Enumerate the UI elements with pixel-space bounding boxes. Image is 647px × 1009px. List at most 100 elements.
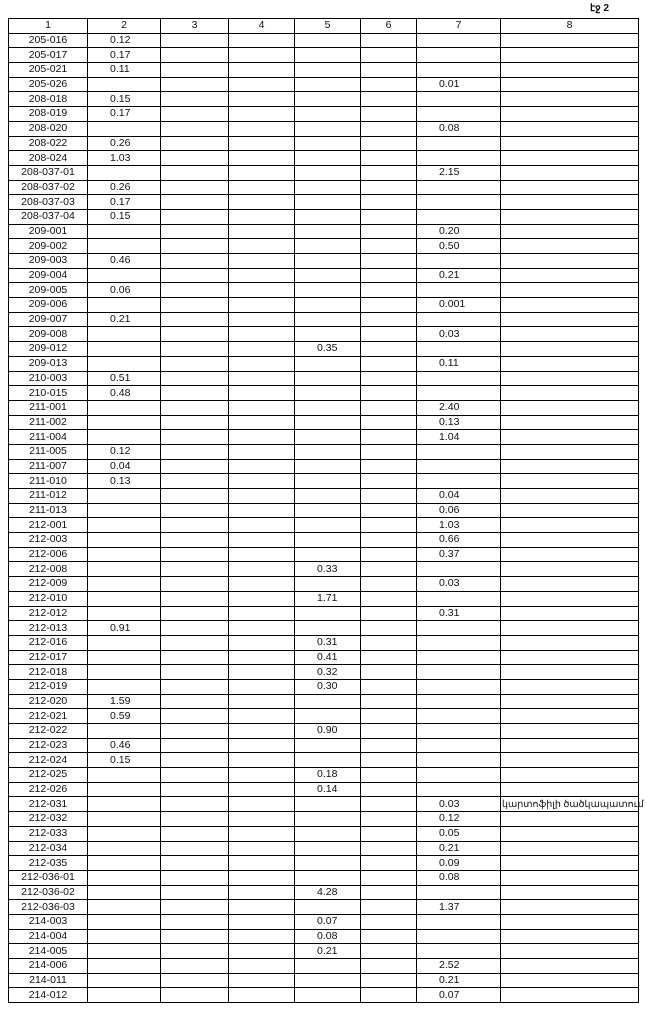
table-cell — [228, 664, 295, 680]
table-cell: 0.21 — [416, 972, 501, 989]
table-cell — [294, 135, 361, 152]
table-cell — [416, 91, 501, 108]
table-cell — [160, 678, 229, 695]
table-cell — [360, 223, 417, 240]
table-cell — [500, 164, 639, 181]
table-cell — [294, 855, 361, 871]
table-cell: 0.05 — [416, 825, 501, 842]
table-cell — [160, 796, 229, 813]
table-cell — [500, 443, 639, 460]
table-cell: 1.37 — [416, 899, 501, 915]
table-cell — [160, 91, 229, 108]
table-cell — [87, 987, 161, 1004]
table-cell — [294, 840, 361, 857]
table-cell — [500, 488, 639, 504]
table-cell — [500, 282, 639, 299]
table-cell: 212-024 — [8, 752, 88, 769]
table-cell — [228, 634, 295, 651]
table-row: 209-003 0.46 — [8, 253, 639, 269]
table-cell — [416, 311, 501, 328]
table-row: 212-003 0.66 — [8, 532, 639, 548]
table-cell — [294, 120, 361, 137]
table-cell — [87, 958, 161, 974]
table-cell — [294, 150, 361, 166]
table-cell — [360, 723, 417, 739]
table-cell — [294, 106, 361, 122]
table-cell — [360, 502, 417, 519]
table-cell: 0.26 — [87, 135, 161, 152]
table-cell — [160, 223, 229, 240]
table-cell — [228, 32, 295, 49]
table-cell — [294, 811, 361, 827]
table-cell: 0.32 — [294, 664, 361, 680]
table-cell — [228, 458, 295, 475]
table-cell: 0.04 — [416, 488, 501, 504]
table-cell: 2.52 — [416, 958, 501, 974]
table-cell: 0.59 — [87, 708, 161, 724]
table-cell — [228, 443, 295, 460]
table-cell — [87, 561, 161, 578]
table-cell — [500, 958, 639, 974]
table-cell — [500, 987, 639, 1004]
table-row: 208-018 0.15 — [8, 91, 639, 108]
table-cell — [160, 752, 229, 769]
table-cell — [500, 855, 639, 871]
table-cell — [360, 532, 417, 548]
table-cell — [160, 341, 229, 357]
table-cell: 212-031 — [8, 796, 88, 813]
table-cell: 0.04 — [87, 458, 161, 475]
table-cell — [160, 297, 229, 313]
table-cell — [360, 429, 417, 445]
table-cell — [160, 913, 229, 930]
table-row: 212-036-02 4.28 — [8, 884, 639, 901]
table-cell — [294, 796, 361, 813]
table-row: 212-031 0.03 կարտոֆիլի ծածկապատում — [8, 796, 644, 813]
table-cell — [228, 781, 295, 798]
table-row: 212-032 0.12 — [8, 811, 639, 827]
table-cell — [294, 91, 361, 108]
table-cell — [87, 899, 161, 915]
table-cell — [87, 297, 161, 313]
table-cell: 209-002 — [8, 238, 88, 254]
table-cell — [360, 590, 417, 607]
table-cell — [294, 385, 361, 401]
table-cell — [360, 311, 417, 328]
table-cell — [500, 62, 639, 78]
table-cell — [160, 106, 229, 122]
table-cell: 208-037-04 — [8, 208, 88, 225]
table-row: 205-016 0.12 — [8, 32, 639, 49]
table-cell — [160, 208, 229, 225]
header-cell: 3 — [160, 18, 229, 34]
table-cell — [500, 179, 639, 196]
table-cell — [228, 399, 295, 416]
table-cell — [500, 590, 639, 607]
table-cell — [500, 194, 639, 210]
table-cell: 208-037-01 — [8, 164, 88, 181]
table-cell — [500, 326, 639, 343]
table-cell: 205-017 — [8, 47, 88, 64]
table-row: 209-004 0.21 — [8, 267, 639, 284]
table-cell — [500, 737, 639, 754]
table-row: 208-037-04 0.15 — [8, 208, 639, 225]
table-row: 211-001 2.40 — [8, 399, 639, 416]
table-cell: 209-013 — [8, 355, 88, 372]
table-cell — [294, 972, 361, 989]
table-cell — [416, 767, 501, 783]
table-row: 214-004 0.08 — [8, 928, 639, 945]
table-cell — [294, 737, 361, 754]
table-row: 214-011 0.21 — [8, 972, 639, 989]
table-row: 212-008 0.33 — [8, 561, 639, 578]
table-row: 210-015 0.48 — [8, 385, 639, 401]
table-cell — [360, 91, 417, 108]
table-cell: 212-035 — [8, 855, 88, 871]
table-cell — [228, 928, 295, 945]
table-cell — [228, 605, 295, 622]
table-cell: 0.46 — [87, 737, 161, 754]
table-cell — [360, 47, 417, 64]
table-cell: 4.28 — [294, 884, 361, 901]
table-cell — [160, 708, 229, 724]
table-cell — [294, 458, 361, 475]
table-cell — [228, 76, 295, 93]
table-cell — [160, 164, 229, 181]
table-cell — [160, 576, 229, 592]
